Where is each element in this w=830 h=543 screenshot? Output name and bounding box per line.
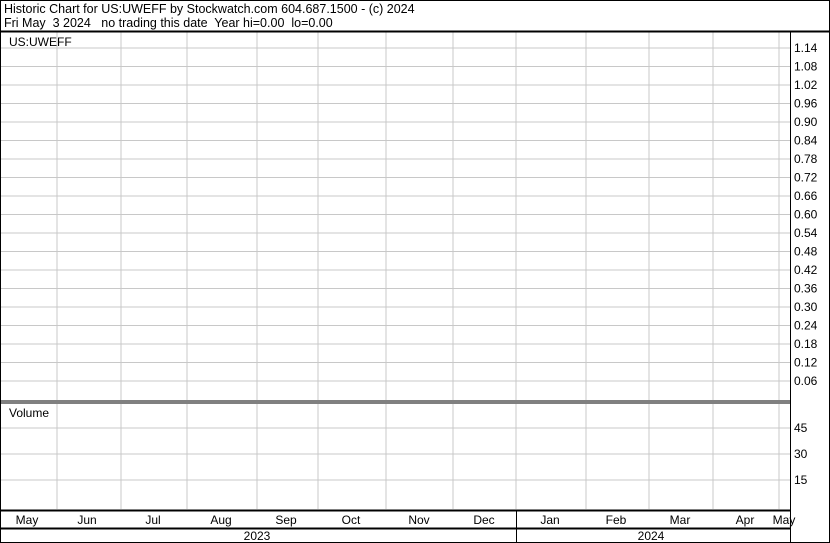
- month-label: Jan: [540, 513, 559, 527]
- month-label: Sep: [275, 513, 297, 527]
- chart-header-line2: Fri May 3 2024 no trading this date Year…: [4, 16, 333, 30]
- chart-header-line1: Historic Chart for US:UWEFF by Stockwatc…: [4, 2, 415, 16]
- month-label: Feb: [606, 513, 627, 527]
- month-label: May: [773, 513, 796, 527]
- price-tick-label: 0.72: [794, 171, 818, 185]
- month-label: Jun: [77, 513, 96, 527]
- price-tick-label: 0.84: [794, 134, 818, 148]
- month-label: Mar: [670, 513, 691, 527]
- month-label: Nov: [408, 513, 429, 527]
- month-label: Aug: [210, 513, 231, 527]
- volume-tick-label: 30: [794, 447, 808, 461]
- price-tick-label: 0.90: [794, 115, 818, 129]
- price-tick-label: 0.54: [794, 226, 818, 240]
- price-tick-label: 0.42: [794, 263, 818, 277]
- price-tick-label: 0.18: [794, 337, 818, 351]
- price-tick-label: 1.08: [794, 60, 818, 74]
- price-tick-label: 1.14: [794, 41, 818, 55]
- year-label: 2024: [638, 529, 665, 543]
- price-tick-label: 0.78: [794, 152, 818, 166]
- price-panel-title: US:UWEFF: [9, 35, 72, 49]
- price-tick-label: 1.02: [794, 78, 818, 92]
- price-tick-label: 0.60: [794, 208, 818, 222]
- price-tick-label: 0.12: [794, 356, 818, 370]
- price-tick-label: 0.96: [794, 97, 818, 111]
- month-label: Dec: [473, 513, 494, 527]
- volume-tick-label: 45: [794, 421, 808, 435]
- price-tick-label: 0.06: [794, 374, 818, 388]
- volume-tick-label: 15: [794, 473, 808, 487]
- month-label: Apr: [736, 513, 755, 527]
- month-label: May: [16, 513, 39, 527]
- month-label: Oct: [342, 513, 361, 527]
- price-tick-label: 0.24: [794, 319, 818, 333]
- month-label: Jul: [145, 513, 160, 527]
- price-tick-label: 0.66: [794, 189, 818, 203]
- price-tick-label: 0.48: [794, 245, 818, 259]
- price-tick-label: 0.30: [794, 300, 818, 314]
- price-tick-label: 0.36: [794, 282, 818, 296]
- volume-panel-title: Volume: [9, 406, 49, 420]
- year-label: 2023: [244, 529, 271, 543]
